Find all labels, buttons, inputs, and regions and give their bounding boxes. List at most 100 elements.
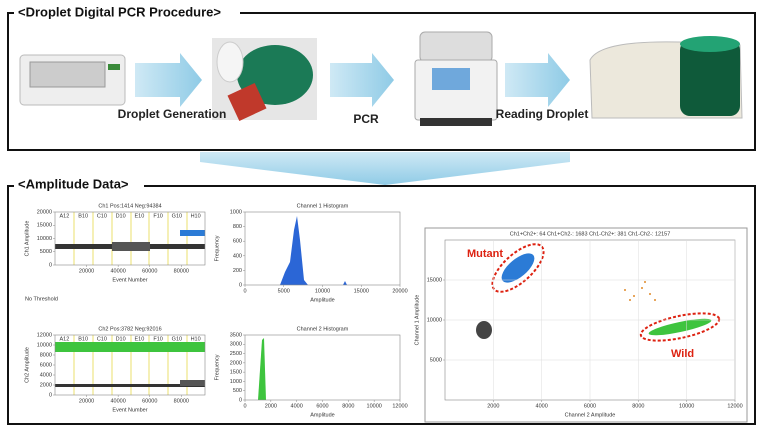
well-label: E10 (134, 336, 144, 342)
step-label: Reading Droplet (496, 107, 589, 121)
x-axis-label: Amplitude (310, 297, 334, 303)
y-tick-label: 0 (239, 282, 242, 288)
amplitude-panel: <Amplitude Data> (7, 176, 756, 425)
annotation: Wild (671, 348, 694, 360)
x-tick-label: 10000 (679, 403, 694, 409)
reader-image (589, 36, 743, 119)
y-tick-label: 5000 (40, 249, 52, 255)
x-tick-label: 6000 (584, 403, 596, 409)
x-tick-label: 10000 (367, 403, 382, 409)
y-tick-label: 1500 (230, 370, 242, 376)
plot-title: Ch1+Ch2+: 64 Ch1+Ch2-: 1683 Ch1-Ch2+: 38… (510, 231, 671, 237)
x-tick-label: 60000 (142, 268, 157, 274)
well-label: G10 (172, 336, 182, 342)
panel-title: <Amplitude Data> (18, 176, 129, 191)
plot-title: Channel 2 Histogram (297, 326, 349, 332)
arrow (505, 53, 570, 107)
legend-note: No Threshold (25, 296, 58, 302)
well-label: F10 (153, 336, 162, 342)
annotation: Mutant (467, 248, 503, 260)
well-label: B10 (78, 213, 88, 219)
x-tick-label: 12000 (392, 403, 407, 409)
well-label: C10 (97, 213, 107, 219)
well-label: A12 (59, 336, 69, 342)
x-tick-label: 2000 (487, 403, 499, 409)
arrow (330, 53, 394, 107)
down-arrow (200, 152, 570, 185)
y-tick-label: 12000 (37, 332, 52, 338)
procedure-panel: <Droplet Digital PCR Procedure> Droplet … (7, 4, 756, 151)
thermocycler-image (414, 31, 498, 126)
y-tick-label: 1000 (230, 379, 242, 385)
scatter-image (476, 243, 721, 342)
x-tick-label: 60000 (142, 398, 157, 404)
panel-title: <Droplet Digital PCR Procedure> (18, 4, 221, 19)
x-axis-label: Amplitude (310, 412, 334, 418)
y-axis-label: Ch2 Amplitude (24, 347, 30, 383)
well-label: F10 (153, 213, 162, 219)
well-label: G10 (172, 213, 182, 219)
x-axis-label: Channel 2 Amplitude (565, 412, 616, 418)
y-tick-label: 2500 (230, 351, 242, 357)
x-tick-label: 80000 (174, 398, 189, 404)
x-tick-label: 6000 (316, 403, 328, 409)
plot-image (55, 212, 347, 400)
arrow (135, 53, 202, 107)
x-axis-label: Event Number (112, 277, 147, 283)
panel-border (7, 185, 756, 425)
plot-title: Channel 1 Histogram (297, 203, 349, 209)
y-tick-label: 2000 (230, 360, 242, 366)
step-label: PCR (353, 112, 379, 126)
well-label: H10 (191, 213, 201, 219)
x-tick-label: 5000 (278, 288, 290, 294)
y-tick-label: 8000 (40, 352, 52, 358)
x-tick-label: 0 (243, 403, 246, 409)
x-tick-label: 8000 (632, 403, 644, 409)
well-label: C10 (97, 336, 107, 342)
y-tick-label: 0 (49, 392, 52, 398)
title-bg (14, 5, 240, 21)
x-tick-label: 80000 (174, 268, 189, 274)
y-axis-label: Channel 1 Amplitude (414, 295, 420, 346)
y-tick-label: 4000 (40, 372, 52, 378)
x-tick-label: 4000 (291, 403, 303, 409)
y-tick-label: 5000 (430, 357, 442, 363)
y-tick-label: 1000 (230, 209, 242, 215)
x-tick-label: 20000 (79, 398, 94, 404)
x-tick-label: 4000 (536, 403, 548, 409)
y-axis-label: Ch1 Amplitude (24, 221, 30, 257)
y-tick-label: 600 (233, 239, 242, 245)
y-tick-label: 10000 (37, 342, 52, 348)
y-tick-label: 400 (233, 253, 242, 259)
well-label: E10 (134, 213, 144, 219)
well-label: D10 (116, 213, 126, 219)
x-tick-label: 10000 (315, 288, 330, 294)
y-tick-label: 800 (233, 224, 242, 230)
plot-title: Ch1 Pos:1414 Neg:94384 (98, 203, 161, 209)
x-axis-label: Event Number (112, 407, 147, 413)
x-tick-label: 12000 (727, 403, 742, 409)
x-tick-label: 40000 (111, 398, 126, 404)
y-tick-label: 3500 (230, 332, 242, 338)
x-tick-label: 40000 (111, 268, 126, 274)
x-tick-label: 8000 (342, 403, 354, 409)
y-tick-label: 500 (233, 388, 242, 394)
y-tick-label: 15000 (427, 277, 442, 283)
y-tick-label: 3000 (230, 342, 242, 348)
well-label: A12 (59, 213, 69, 219)
generator-image (212, 38, 317, 122)
well-label: H10 (191, 336, 201, 342)
y-tick-label: 6000 (40, 362, 52, 368)
panel-border (7, 12, 756, 151)
plot-frame (244, 211, 401, 286)
x-tick-label: 20000 (392, 288, 407, 294)
x-tick-label: 20000 (79, 268, 94, 274)
well-label: D10 (116, 336, 126, 342)
y-tick-label: 15000 (37, 223, 52, 229)
plot-frame (54, 211, 206, 266)
y-tick-label: 10000 (37, 236, 52, 242)
plot-frame (244, 334, 401, 401)
y-axis-label: Frequency (214, 235, 220, 261)
x-tick-label: 2000 (265, 403, 277, 409)
y-tick-label: 0 (239, 397, 242, 403)
